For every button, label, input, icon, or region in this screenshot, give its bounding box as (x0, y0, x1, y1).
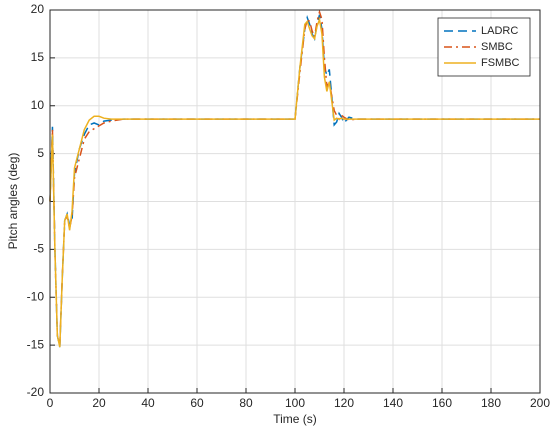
line-series (49, 16, 540, 348)
legend-label: LADRC (481, 25, 518, 37)
x-tick-label: 200 (530, 396, 550, 410)
x-tick-label: 60 (190, 396, 204, 410)
legend-label: FSMBC (481, 57, 520, 69)
y-tick-label: -20 (27, 385, 45, 399)
x-tick-label: 160 (432, 396, 452, 410)
plot-frame (49, 9, 541, 394)
y-tick-label: -10 (27, 289, 45, 303)
y-tick-label: 10 (31, 98, 45, 112)
y-tick-label: 0 (37, 194, 44, 208)
legend: LADRC SMBC FSMBC (437, 17, 531, 77)
y-axis-label: Pitch angles (deg) (6, 153, 20, 250)
x-tick-label: 80 (239, 396, 253, 410)
x-tick-label: 0 (47, 396, 54, 410)
x-tick-label: 180 (481, 396, 501, 410)
x-tick-label: 100 (285, 396, 305, 410)
y-tick-label: -5 (33, 242, 44, 256)
y-tick-label: 20 (31, 2, 45, 16)
x-tick-label: 40 (141, 396, 155, 410)
x-tick-label: 120 (334, 396, 354, 410)
x-tick-label: 140 (383, 396, 403, 410)
x-axis-label: Time (s) (273, 412, 317, 426)
x-tick-label: 20 (92, 396, 106, 410)
y-tick-label: 15 (31, 50, 45, 64)
legend-label: SMBC (481, 41, 513, 53)
y-tick-label: 5 (37, 146, 44, 160)
y-tick-label: -15 (27, 337, 45, 351)
legend-box (437, 17, 531, 77)
